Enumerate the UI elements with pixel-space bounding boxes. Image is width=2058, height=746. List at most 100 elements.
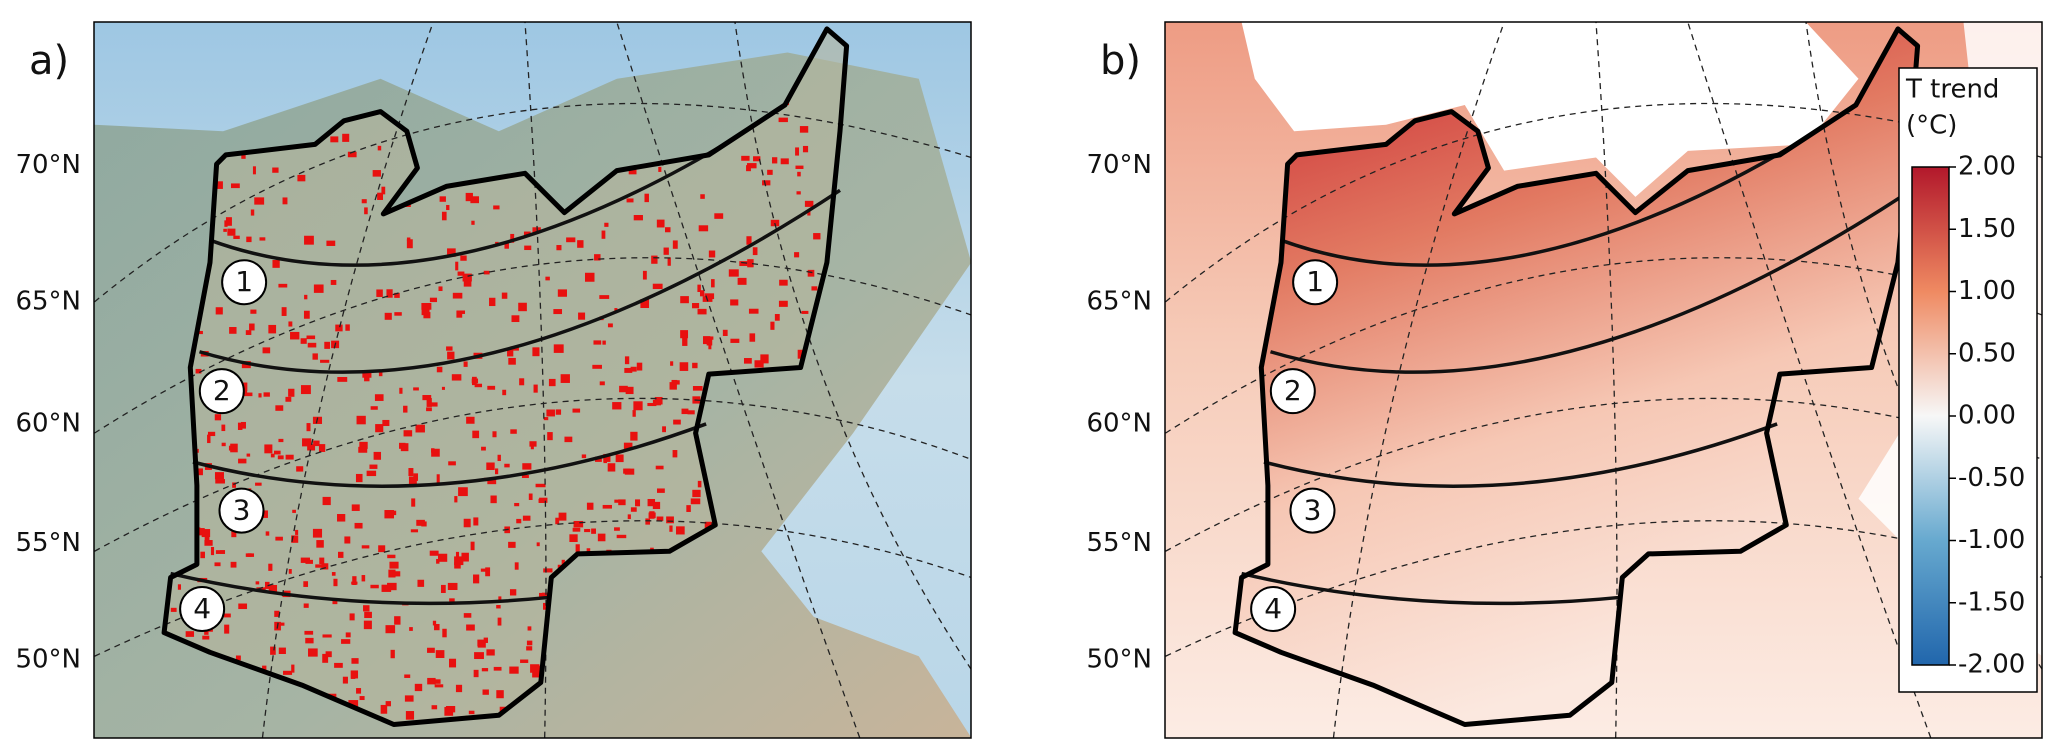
fire-pixel [405,695,414,701]
fire-pixel [528,626,532,630]
fire-pixel [356,688,361,694]
colorbar-tick-label: -1.50 [1958,587,2025,617]
colorbar-tick-label: -1.00 [1958,525,2025,555]
fire-pixel [435,684,444,687]
fire-pixel [324,342,330,349]
colorbar-tick-label: 1.00 [1958,276,2016,306]
fire-pixel [427,648,435,653]
fire-pixel [304,603,309,607]
fire-pixel [630,432,637,441]
fire-pixel [676,526,685,534]
colorbar-ramp [1912,167,1949,665]
fire-pixel [699,225,708,231]
fire-pixel [288,389,294,397]
fire-pixel [319,444,325,452]
fire-pixel [224,614,231,618]
latitude-label: 65°N [15,286,81,316]
fire-pixel [215,414,221,420]
fire-pixel [796,191,800,194]
colorbar-tick-label: -2.00 [1958,650,2025,680]
fire-pixel [231,183,240,188]
fire-pixel [282,307,287,316]
fire-pixel [772,157,777,163]
fire-pixel [363,605,369,611]
fire-pixel [312,353,317,359]
fire-pixel [446,706,455,712]
fire-pixel [278,439,283,442]
fire-pixel [337,377,347,382]
fire-pixel [553,309,562,314]
fire-pixel [438,554,447,562]
fire-pixel [627,198,634,202]
fire-pixel [559,513,567,521]
fire-pixel [498,618,502,626]
fire-pixel [524,246,531,250]
fire-pixel [492,431,496,437]
fire-pixel [373,170,381,177]
fire-pixel [289,569,292,574]
zone-number: 2 [213,374,231,407]
fire-pixel [523,516,531,521]
fire-pixel [534,385,538,393]
fire-pixel [455,262,458,271]
fire-pixel [221,425,225,431]
fire-pixel [545,277,549,281]
fire-pixel [449,659,456,668]
fire-pixel [587,503,594,510]
fire-pixel [454,496,457,502]
fire-pixel [510,429,516,433]
fire-pixel [556,245,561,250]
fire-pixel [498,455,501,461]
fire-pixel [341,639,350,644]
fire-pixel [608,323,613,327]
fire-pixel [516,519,521,523]
colorbar: T trend(°C)2.001.501.000.500.00-0.50-1.0… [1899,68,2037,692]
fire-pixel [481,569,486,572]
colorbar-tick-label: 2.00 [1958,152,2016,182]
fire-pixel [753,247,758,255]
fire-pixel [673,450,678,457]
fire-pixel [519,378,524,385]
fire-pixel [178,584,181,589]
fire-pixel [730,339,739,343]
fire-pixel [578,313,585,320]
fire-pixel [461,553,468,562]
fire-pixel [730,299,738,305]
fire-pixel [472,379,478,384]
fire-pixel [320,360,329,363]
fire-pixel [352,504,360,511]
fire-pixel [346,632,351,637]
fire-pixel [355,523,363,529]
fire-pixel [391,650,395,658]
fire-pixel [502,293,508,299]
fire-pixel [316,540,323,548]
fire-pixel [608,463,616,471]
fire-pixel [384,510,394,518]
fire-pixel [591,529,596,534]
fire-pixel [518,303,527,311]
fire-pixel [315,564,322,567]
fire-pixel [576,544,580,552]
fire-pixel [464,613,472,618]
fire-pixel [577,240,583,248]
fire-pixel [536,484,546,487]
fire-pixel [303,581,308,587]
fire-pixel [272,260,279,268]
fire-pixel [246,330,252,335]
zone-number: 2 [1284,374,1302,407]
fire-pixel [698,309,707,315]
fire-pixel [407,238,410,241]
fire-pixel [369,465,377,469]
fire-pixel [709,251,715,258]
fire-pixel [389,562,398,569]
fire-pixel [633,401,642,410]
fire-pixel [698,481,702,487]
fire-pixel [556,409,561,414]
fire-pixel [672,380,680,384]
fire-pixel [417,580,424,587]
fire-pixel [406,711,414,720]
fire-pixel [483,689,489,694]
fire-pixel [248,553,252,557]
fire-pixel [537,542,540,546]
fire-pixel [208,432,215,436]
